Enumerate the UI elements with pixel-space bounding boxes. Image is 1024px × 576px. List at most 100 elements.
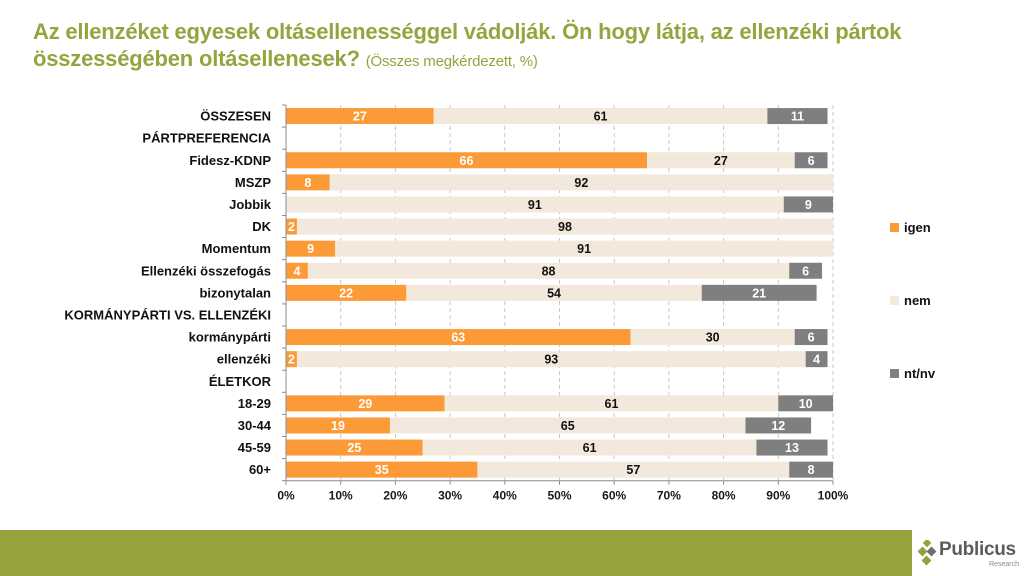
data-label: 4 [813, 353, 820, 367]
bar-segment-nem [335, 240, 833, 257]
x-tick-label: 0% [277, 489, 295, 503]
data-label: 65 [561, 419, 575, 433]
x-axis: 0% 10% 20% 30% 40% 50% 60% 70% 80% 90% 100% [277, 104, 849, 503]
bar-segment-ntnv [789, 262, 823, 279]
publicus-logo: Publicus Research [917, 536, 1024, 576]
category-label: Jobbik [229, 197, 272, 212]
data-label: 91 [528, 198, 542, 212]
data-label: 2 [288, 353, 295, 367]
category-label: Fidesz-KDNP [189, 153, 271, 168]
bar-segment-nem [329, 174, 833, 191]
bar-segment-nem [433, 108, 768, 125]
data-label: 8 [808, 463, 815, 477]
category-label: bizonytalan [199, 285, 271, 300]
bar-segment-igen [286, 174, 330, 191]
bar-segment-igen [286, 417, 390, 434]
bar-segment-nem [406, 284, 702, 301]
bar-segment-nem [296, 218, 833, 235]
bar-segment-igen [286, 329, 631, 346]
bar-segment-igen [286, 108, 434, 125]
x-tick-label: 70% [657, 489, 681, 503]
bar-segment-ntnv [767, 108, 828, 125]
x-tick-label: 80% [712, 489, 736, 503]
title-main: Az ellenzéket egyesek oltásellenességgel… [33, 19, 902, 71]
category-label: PÁRTPREFERENCIA [142, 131, 271, 146]
bar-segment-nem [296, 351, 806, 368]
data-label: 98 [558, 220, 572, 234]
x-tick-label: 30% [438, 489, 462, 503]
bar-segment-igen [286, 351, 297, 368]
logo-diamonds-icon [917, 540, 937, 566]
legend-swatch-ntnv [890, 369, 899, 378]
data-label: 11 [791, 110, 804, 124]
category-label: Ellenzéki összefogás [141, 263, 271, 278]
data-label: 21 [752, 286, 766, 300]
data-label: 66 [460, 154, 474, 168]
x-tick-label: 50% [547, 489, 571, 503]
data-label: 19 [331, 419, 345, 433]
category-label: 45-59 [238, 440, 271, 455]
category-label: KORMÁNYPÁRTI VS. ELLENZÉKI [64, 307, 271, 322]
bar-segment-ntnv [701, 284, 817, 301]
bar-segment-ntnv [783, 196, 833, 213]
legend-swatch-nem [890, 296, 899, 305]
bar-segment-igen [286, 240, 336, 257]
logo-subtext: Research [989, 561, 1019, 568]
category-label: kormánypárti [189, 330, 271, 345]
data-label: 35 [375, 463, 389, 477]
bar-segment-nem [286, 196, 784, 213]
bar-segment-nem [630, 329, 795, 346]
bar-segment-ntnv [745, 417, 812, 434]
bar-segment-igen [286, 218, 297, 235]
chart-title: Az ellenzéket egyesek oltásellenességgel… [33, 18, 993, 75]
category-label: ÉLETKOR [209, 374, 272, 389]
data-label: 92 [574, 176, 588, 190]
data-label: 61 [594, 110, 608, 124]
title-subtitle: (Összes megkérdezett, %) [365, 53, 538, 70]
bar-segment-ntnv [805, 351, 828, 368]
x-tick-label: 90% [766, 489, 790, 503]
data-label: 12 [771, 419, 785, 433]
logo-text: Publicus [939, 539, 1016, 560]
legend-label: igen [904, 220, 931, 235]
category-label: ellenzéki [217, 352, 271, 367]
data-label: 2 [288, 220, 295, 234]
bar-segment-igen [286, 439, 423, 456]
data-label: 63 [451, 331, 465, 345]
legend-label: nem [904, 293, 931, 308]
category-label: 60+ [249, 462, 271, 477]
x-tick-label: 100% [818, 489, 849, 503]
category-label: MSZP [235, 175, 271, 190]
legend-swatch-igen [890, 223, 899, 232]
data-label: 9 [805, 198, 812, 212]
data-label: 57 [626, 463, 640, 477]
data-label: 27 [714, 154, 728, 168]
x-tick-label: 40% [493, 489, 517, 503]
category-label: 18-29 [238, 396, 271, 411]
data-label: 6 [808, 154, 815, 168]
bar-segment-nem [389, 417, 746, 434]
data-label: 25 [347, 441, 361, 455]
data-label: 9 [307, 242, 314, 256]
data-label: 27 [353, 110, 367, 124]
data-label: 61 [583, 441, 597, 455]
bar-segment-ntnv [794, 329, 828, 346]
category-label: Momentum [202, 241, 271, 256]
bar-segment-ntnv [794, 152, 828, 169]
data-label: 8 [304, 176, 311, 190]
bar-segment-ntnv [778, 395, 833, 412]
bar-segment-igen [286, 152, 648, 169]
category-label: ÖSSZESEN [200, 109, 271, 124]
x-tick-label: 20% [383, 489, 407, 503]
bar-segment-igen [286, 262, 308, 279]
x-tick-label: 10% [329, 489, 353, 503]
bar-segment-nem [647, 152, 795, 169]
data-label: 88 [542, 264, 556, 278]
data-label: 13 [785, 441, 799, 455]
data-label: 10 [799, 397, 813, 411]
data-label: 30 [706, 331, 720, 345]
bar-segment-igen [286, 461, 478, 478]
data-label: 6 [808, 331, 815, 345]
